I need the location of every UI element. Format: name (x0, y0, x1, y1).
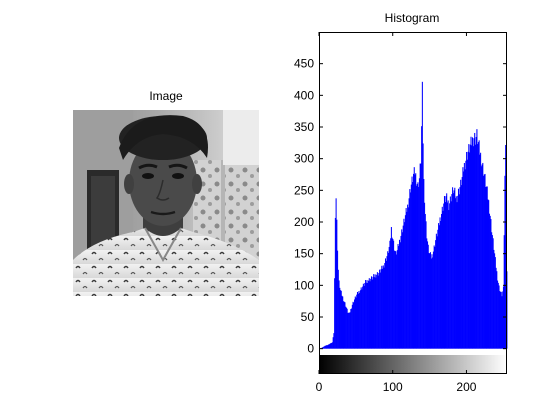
y-tick-label: 450 (294, 57, 314, 71)
y-tick-label: 50 (301, 310, 315, 324)
y-tick-label: 300 (294, 152, 314, 166)
y-tick-label: 150 (294, 247, 314, 261)
y-tick-label: 200 (294, 215, 314, 229)
grayscale-colorbar (319, 355, 507, 374)
y-tick-label: 100 (294, 278, 314, 292)
y-tick-label: 400 (294, 88, 314, 102)
x-tick-label: 200 (456, 380, 476, 394)
x-tick-label: 0 (316, 380, 323, 394)
x-tick-label: 100 (383, 380, 403, 394)
y-tick-label: 350 (294, 120, 314, 134)
y-tick-label: 250 (294, 183, 314, 197)
y-tick-label: 0 (307, 342, 314, 356)
